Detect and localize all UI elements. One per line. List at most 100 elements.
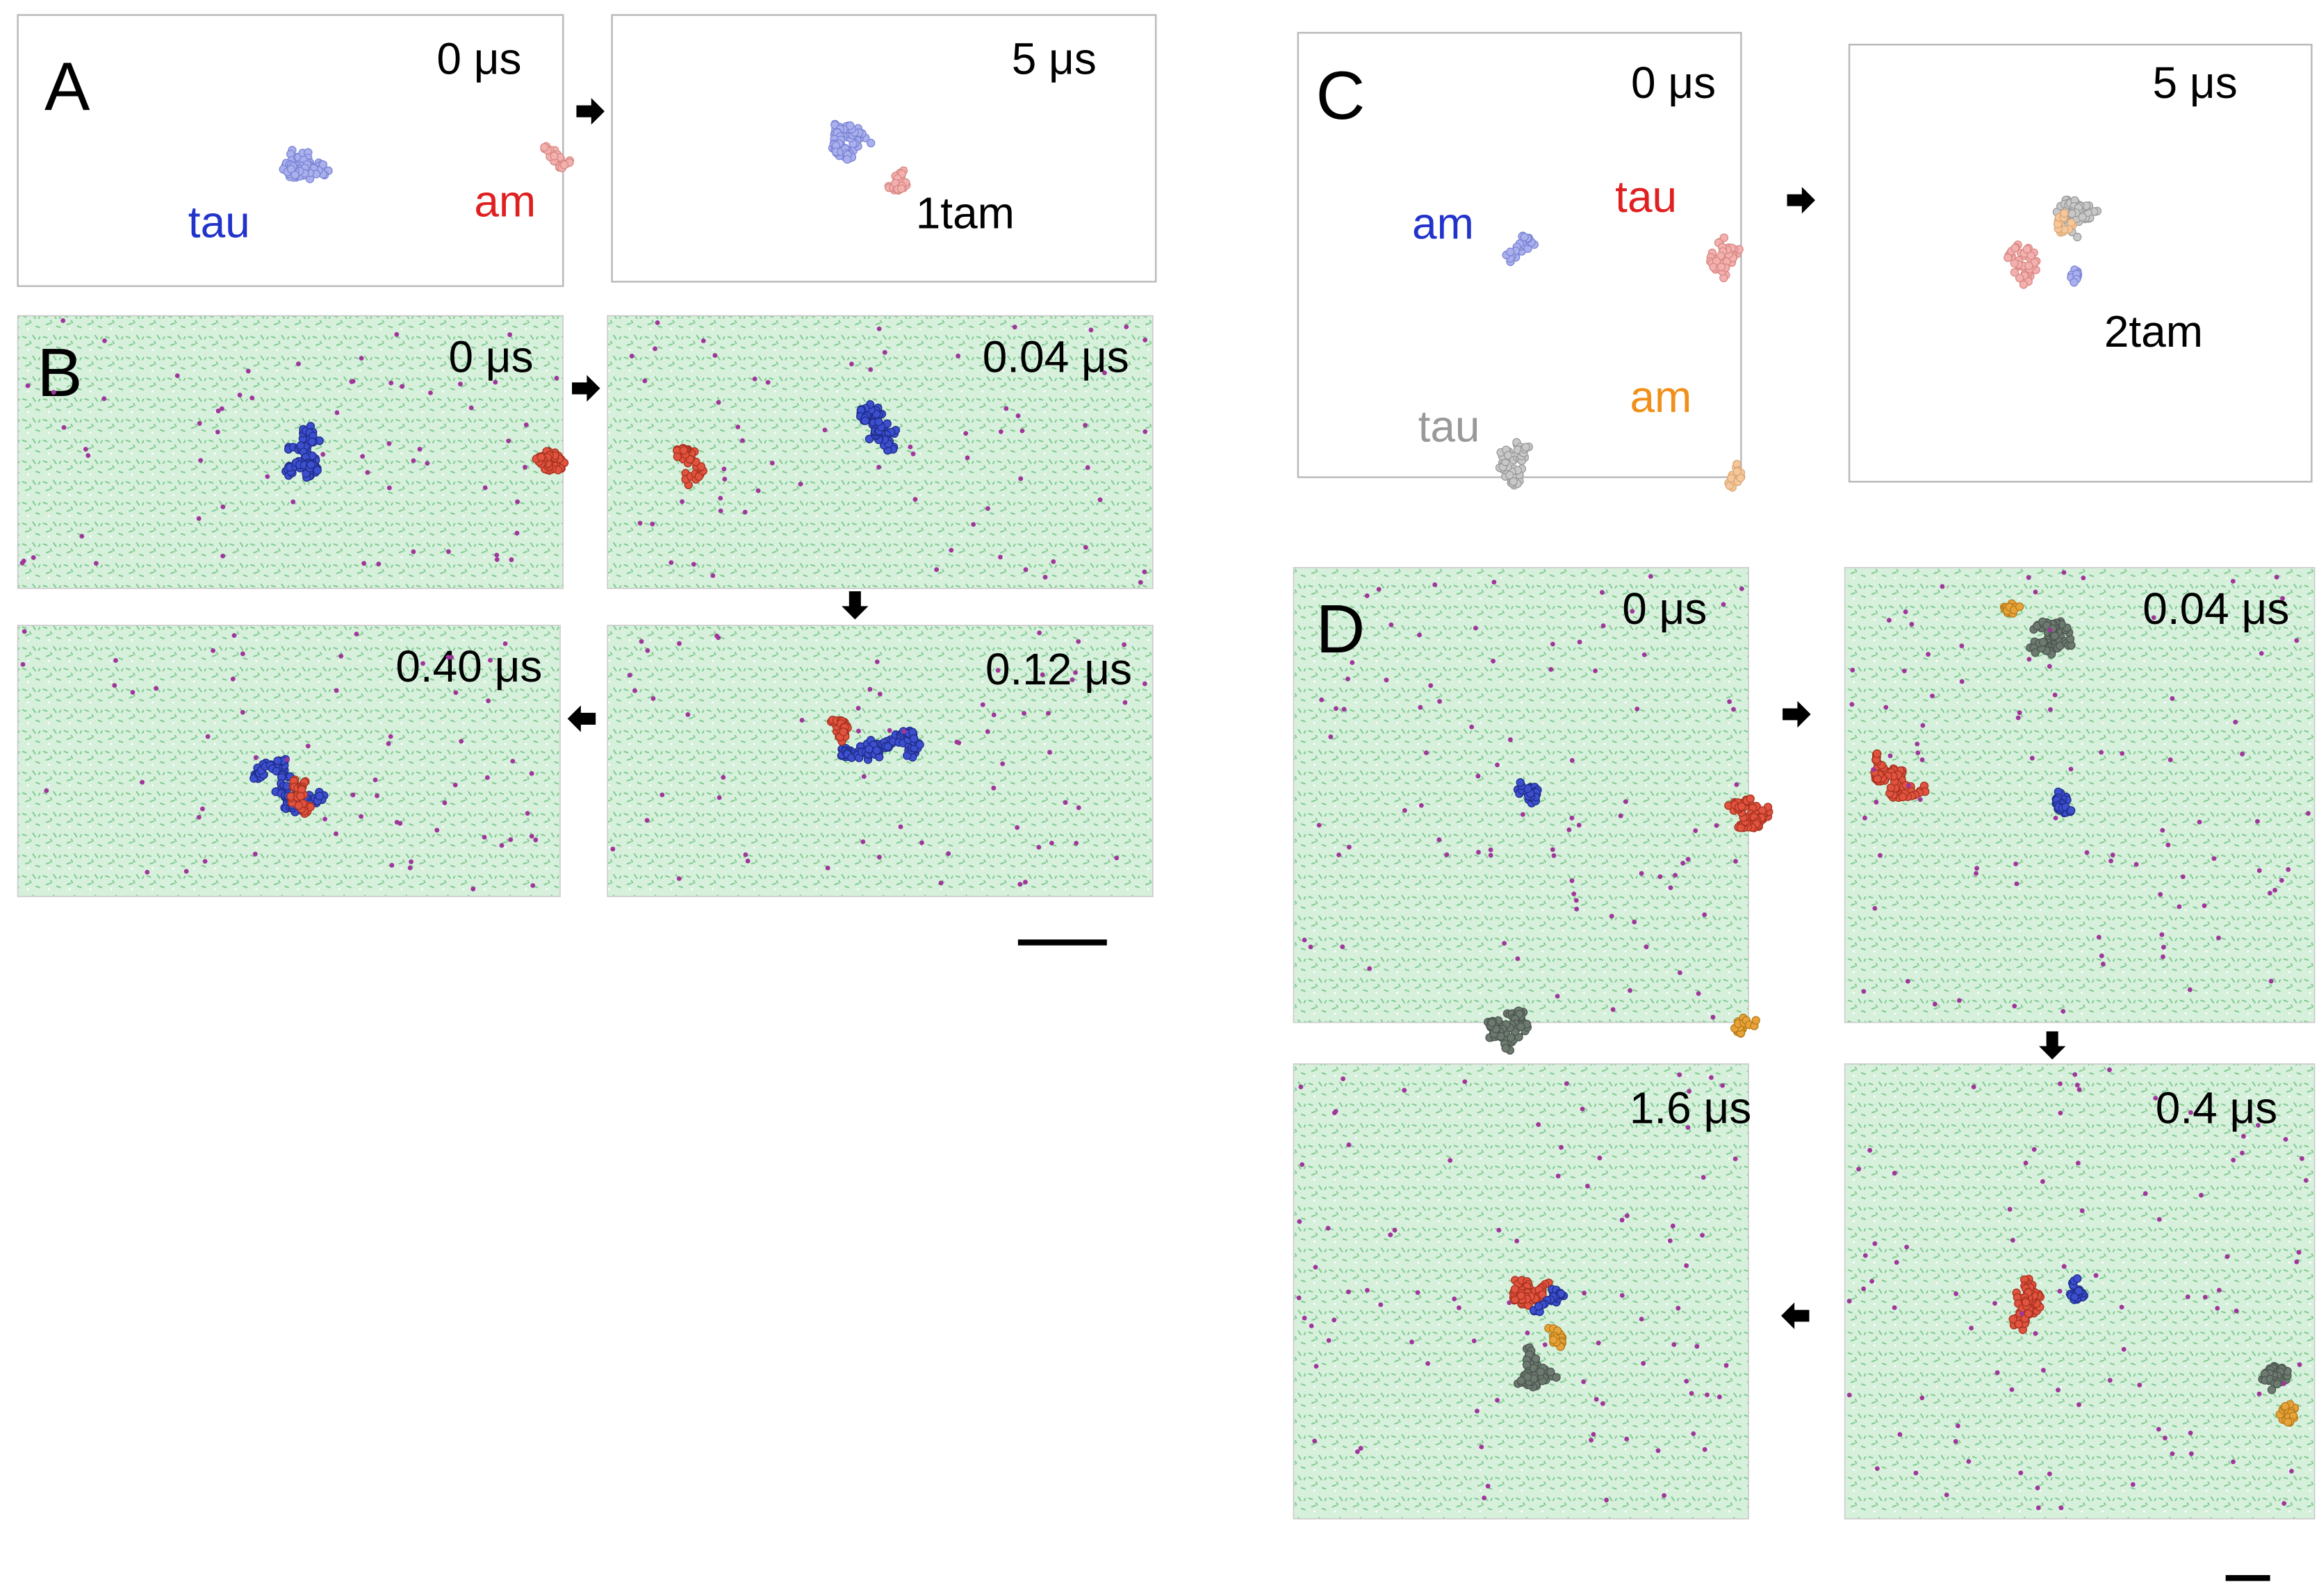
ion [1457,1305,1461,1310]
ion [2272,887,2277,893]
panel-label: A [44,48,90,124]
ion [174,373,180,379]
ion [1684,1263,1689,1268]
bead [290,170,300,180]
molecule [837,726,924,764]
ion [1142,429,1148,434]
molecule [1509,1276,1553,1310]
ion [2170,696,2175,701]
ion [1514,1238,1520,1244]
ion [2153,1096,2158,1101]
ion [361,561,367,566]
ion [1906,783,1911,788]
ion [2019,1310,2024,1316]
ion [1850,668,1855,673]
ion [354,632,359,636]
ion [554,375,559,381]
ion [1624,1436,1630,1442]
ion [2165,842,2171,848]
time-label: 0 μs [1622,584,1707,634]
molecules [249,120,2300,1427]
ion [1476,850,1481,855]
ion [2026,657,2032,662]
ion [1624,1213,1630,1219]
ion [867,686,873,692]
ion [825,865,830,871]
ion [1909,622,1915,627]
ion [2188,1431,2193,1435]
ion [2300,1156,2304,1161]
ion [197,420,202,426]
ion [639,639,644,644]
ion [1479,1445,1484,1449]
ion [285,757,290,762]
ion [1702,1447,1707,1452]
ion [494,552,500,558]
ion [1641,652,1647,657]
ion [1632,919,1637,925]
ion [1508,737,1513,742]
arrow [576,98,605,125]
ion [1577,639,1582,645]
ion [359,814,363,819]
ion [200,806,205,812]
ion [1536,1122,1541,1127]
ion [205,734,211,739]
ion [752,376,757,381]
ion [1012,324,1017,330]
ion [1418,705,1423,710]
ion [2099,953,2104,959]
ion [1507,1300,1512,1306]
bead [2026,251,2035,261]
molecule [826,715,852,746]
ion [632,688,637,693]
ion [1904,1244,1910,1250]
ion [2306,811,2311,816]
ion [523,464,527,470]
ion [2163,1435,2168,1440]
ion [375,793,379,798]
ion [949,548,954,553]
bead [2021,1298,2031,1307]
ion [1559,1144,1564,1150]
ion [735,425,741,429]
ion [1319,697,1325,702]
ion [1023,567,1029,573]
ion [372,778,378,782]
ion [1694,1344,1700,1349]
ion [1083,545,1088,550]
bead [1719,233,1729,242]
molecule-label: am [474,176,536,226]
ion [411,549,416,554]
ion [215,409,221,413]
ion [644,818,650,823]
ion [220,553,226,559]
ion [718,495,723,501]
ion [1114,855,1120,861]
ion [2060,1009,2066,1014]
ion [1300,1162,1305,1167]
ion [2099,750,2104,755]
ion [1388,622,1394,627]
ion [2255,1123,2261,1128]
ion [1520,812,1525,817]
ion [359,356,364,361]
ion [44,788,49,793]
ion [2281,1501,2287,1506]
ion [1580,1106,1585,1112]
ion [2100,962,2106,966]
ion [2012,1003,2017,1009]
ion [1623,799,1628,805]
bead [1509,477,1518,486]
bead [915,740,924,749]
bead [896,184,906,193]
ion [946,851,951,856]
ion [2096,935,2101,940]
ion [1436,837,1442,842]
ion [1515,956,1521,962]
ion [2061,1264,2067,1269]
ion [1569,757,1575,763]
ion [449,655,454,660]
ion [739,438,745,443]
ion [2216,935,2221,941]
